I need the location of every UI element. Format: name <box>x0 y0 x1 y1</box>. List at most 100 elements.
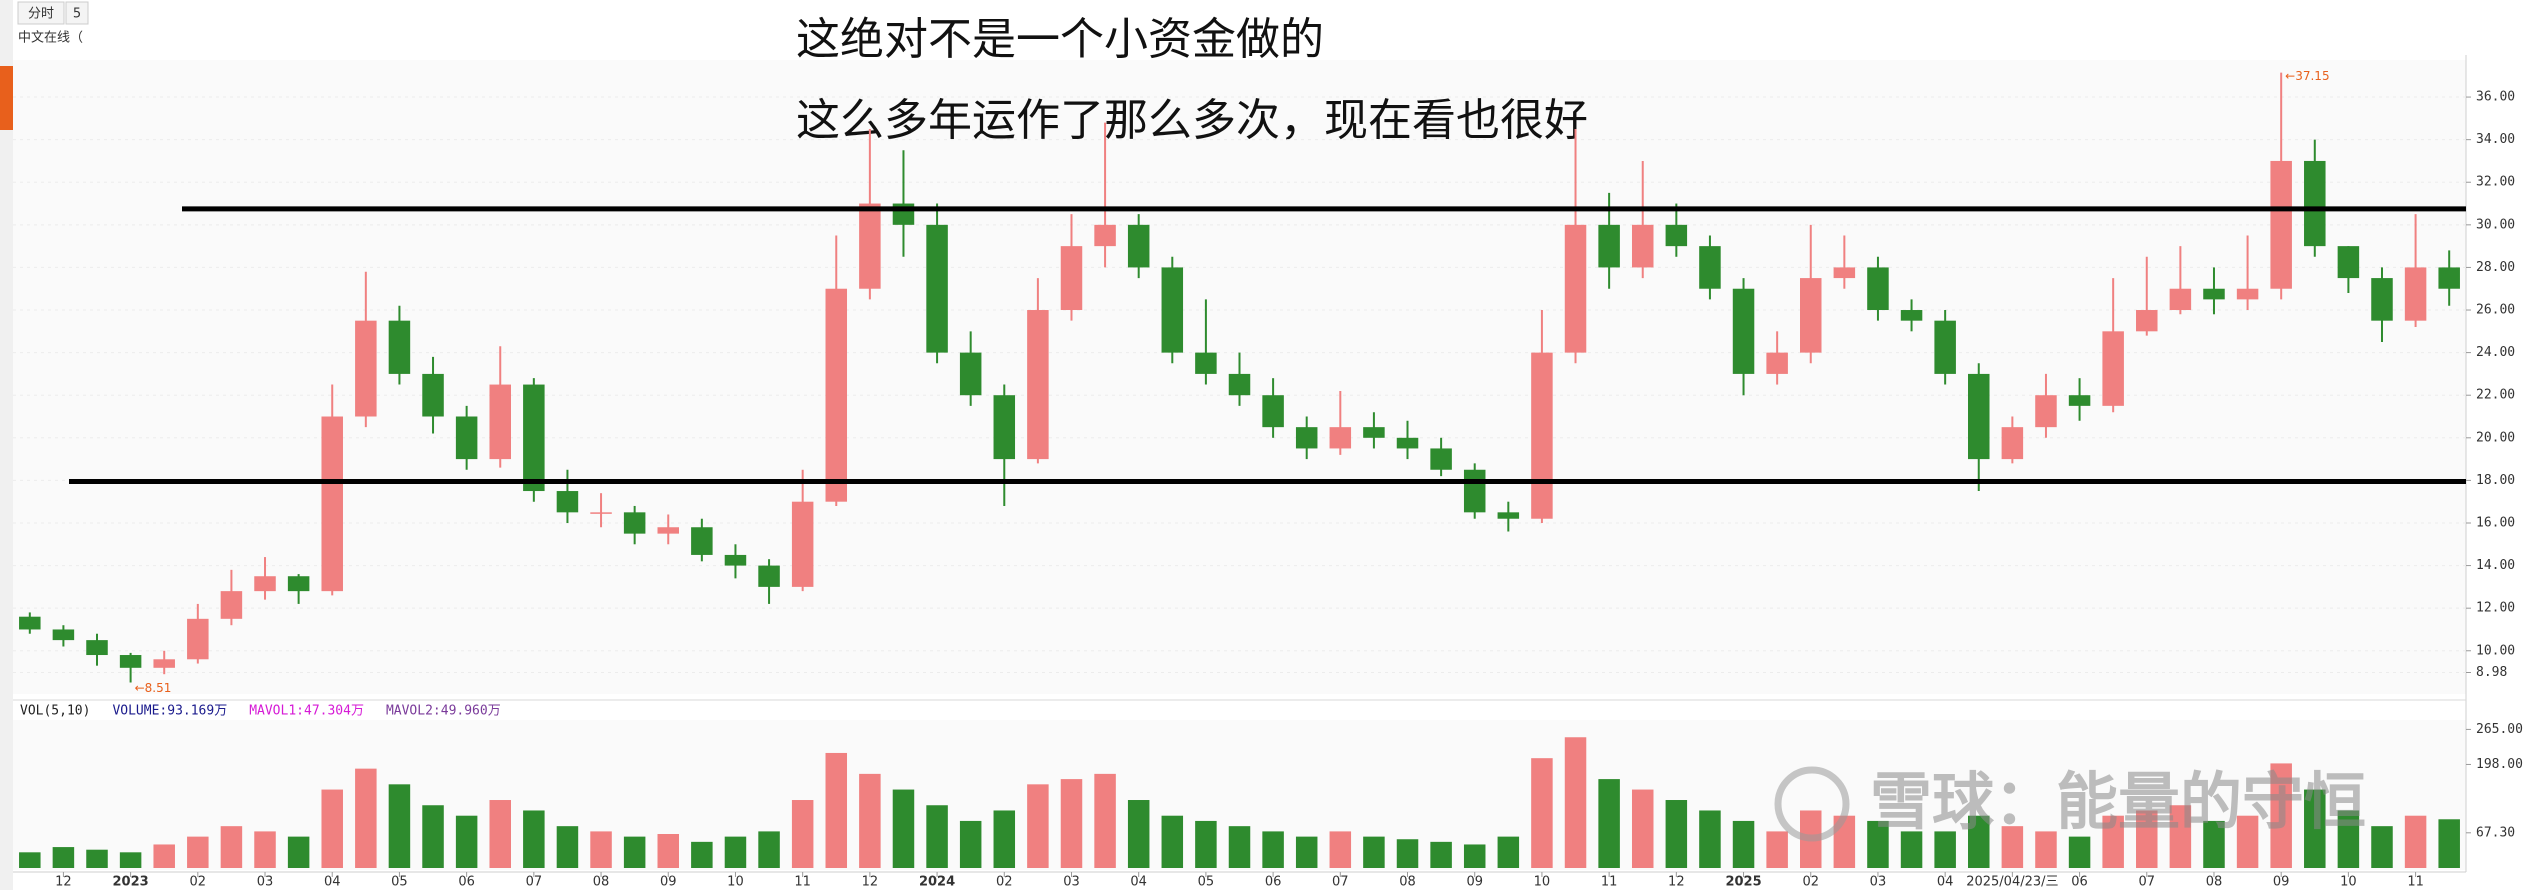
y-tick-label: 22.00 <box>2476 388 2515 403</box>
x-tick-label: 10 <box>727 875 744 890</box>
candle-body <box>2404 267 2427 321</box>
candle-body <box>1127 224 1150 268</box>
volume-bar <box>1363 836 1385 868</box>
volume-bar <box>489 800 511 868</box>
volume-bar <box>993 810 1016 868</box>
candle-body <box>2102 331 2124 406</box>
candle-body <box>1262 395 1284 428</box>
y-tick-label: 30.00 <box>2476 217 2515 232</box>
volume-bar <box>1161 815 1184 868</box>
candle-body <box>2136 310 2158 332</box>
y-tick-label: 36.00 <box>2476 90 2515 105</box>
candle-body <box>825 288 848 502</box>
volume-bar <box>590 831 612 868</box>
volume-bar <box>2136 810 2158 868</box>
candle-body <box>724 554 747 566</box>
candle-body <box>590 512 612 514</box>
candle-body <box>1968 373 1990 460</box>
volume-bar <box>1060 779 1083 868</box>
volume-legend: MAVOL2:49.960万 <box>386 704 501 719</box>
volume-bar <box>187 836 209 868</box>
x-tick-label: 06 <box>1265 875 1282 890</box>
candle-body <box>1396 437 1419 449</box>
volume-bar <box>1497 836 1520 868</box>
volume-bar <box>254 831 276 868</box>
volume-bar <box>19 852 41 868</box>
candle-body <box>1295 427 1318 449</box>
x-tick-label: 09 <box>1466 875 1483 890</box>
y-tick-label: 26.00 <box>2476 303 2515 318</box>
candle-body <box>422 373 444 417</box>
volume-bar <box>892 789 915 868</box>
volume-bar <box>859 773 881 868</box>
candle-body <box>1027 310 1049 460</box>
candle-body <box>691 527 713 555</box>
sidebar-active-tab[interactable] <box>0 66 13 130</box>
candle-body <box>1564 224 1587 353</box>
y-tick-label: 12.00 <box>2476 601 2515 616</box>
candle-body <box>1094 224 1116 247</box>
volume-bar <box>1295 836 1318 868</box>
volume-bar <box>2270 763 2292 868</box>
candle-body <box>1766 352 1788 374</box>
candle-body <box>2035 395 2057 428</box>
x-tick-label: 03 <box>1870 875 1887 890</box>
volume-bar <box>287 836 310 868</box>
candle-body <box>1867 267 1889 311</box>
candle-body <box>2337 246 2360 279</box>
volume-bar <box>2068 836 2091 868</box>
tab[interactable] <box>17 1 65 25</box>
candle-body <box>1329 427 1352 449</box>
volume-bar <box>1329 831 1352 868</box>
candle-body <box>388 320 411 374</box>
x-tick-label: 11 <box>2407 875 2424 890</box>
candle-body <box>1665 224 1688 247</box>
volume-bar <box>2337 810 2360 868</box>
volume-bar <box>2404 815 2427 868</box>
volume-bar <box>1531 758 1553 868</box>
x-tick-label: 11 <box>794 875 811 890</box>
volume-bar <box>2035 831 2057 868</box>
volume-bar <box>1430 841 1452 868</box>
x-tick-label: 06 <box>2071 875 2088 890</box>
volume-bar <box>455 815 478 868</box>
y-tick-label: 28.00 <box>2476 260 2515 275</box>
volume-bar <box>1968 815 1990 868</box>
candle-body <box>187 618 209 660</box>
x-tick-label: 2024 <box>919 875 955 890</box>
volume-bar <box>86 849 108 868</box>
candle-body <box>657 527 680 534</box>
y-tick-label: 20.00 <box>2476 430 2515 445</box>
x-tick-label: 07 <box>2139 875 2156 890</box>
volume-bar <box>1094 773 1116 868</box>
x-tick-label: 09 <box>2273 875 2290 890</box>
tab[interactable] <box>65 1 89 25</box>
candle-body <box>2371 278 2393 321</box>
x-tick-label: 10 <box>1534 875 1551 890</box>
candle-body <box>86 640 108 656</box>
x-tick-label: 11 <box>1601 875 1618 890</box>
x-tick-label: 03 <box>1063 875 1080 890</box>
x-tick-label: 10 <box>2340 875 2357 890</box>
tab-label[interactable]: 分时 <box>28 7 54 22</box>
volume-bar <box>388 784 411 868</box>
volume-bar <box>2371 826 2393 868</box>
tab-label[interactable]: 5 <box>73 7 81 22</box>
candle-body <box>52 629 75 641</box>
volume-bar <box>52 847 75 868</box>
x-tick-label: 08 <box>2206 875 2223 890</box>
candle-body <box>1363 427 1385 438</box>
volume-bar <box>758 831 780 868</box>
x-tick-label: 04 <box>1130 875 1147 890</box>
y-tick-label: 32.00 <box>2476 175 2515 190</box>
x-tick-label: 04 <box>324 875 341 890</box>
price-annotation: ←8.51 <box>135 681 172 695</box>
x-tick-label: 12 <box>1668 875 1685 890</box>
volume-bar <box>1127 800 1150 868</box>
x-tick-label: 2025/04/23/三 <box>1966 875 2058 890</box>
candle-body <box>758 565 780 587</box>
x-tick-label: 12 <box>55 875 72 890</box>
headline: 这么多年运作了那么多次，现在看也很好 <box>796 95 1588 146</box>
volume-bar <box>556 826 579 868</box>
volume-bar <box>1027 784 1049 868</box>
